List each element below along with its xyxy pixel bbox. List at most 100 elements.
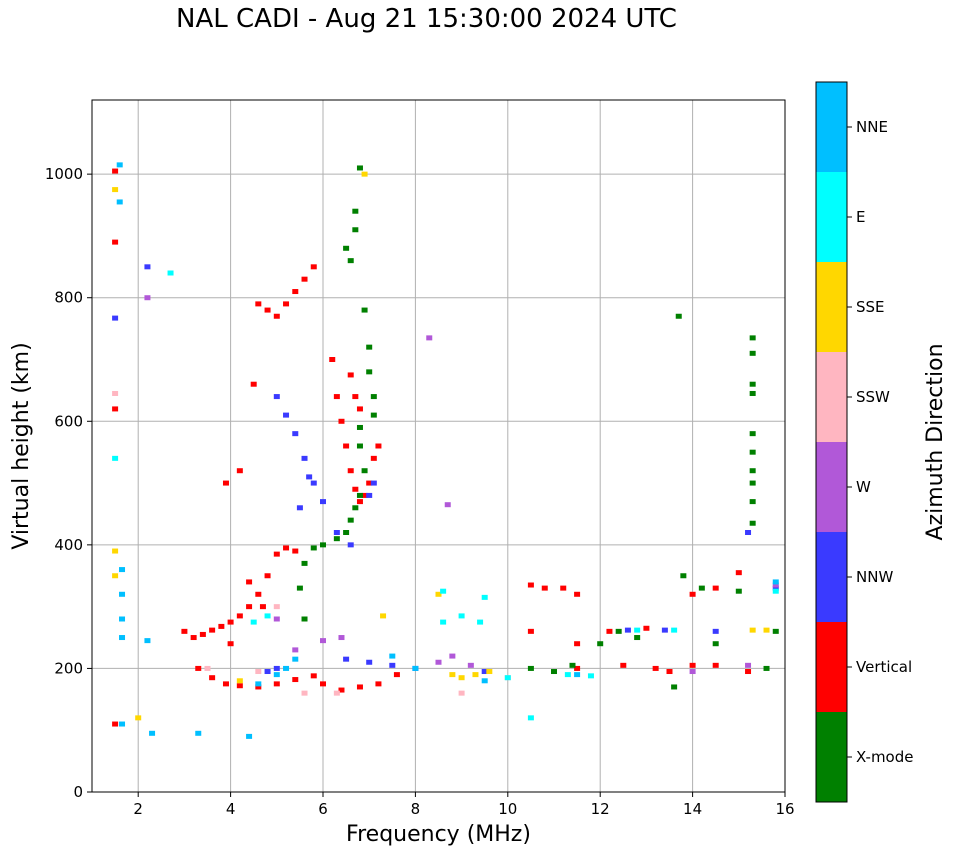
colorbar-category-label: NNW [856,568,893,586]
echo-points [112,162,779,739]
echo-point-vertical-55 [606,628,613,634]
y-tick-label: 1000 [45,165,83,183]
echo-point-vertical-15 [222,681,229,687]
echo-point-nnw-0 [273,394,280,400]
y-tick-label: 200 [54,659,83,677]
echo-point-sse-2 [472,672,479,678]
echo-point-vertical-72 [227,641,234,647]
echo-point-x-mode-4 [347,258,354,264]
x-axis-label: Frequency (MHz) [346,822,531,847]
colorbar-frame [815,81,848,803]
echo-point-vertical-33 [329,357,336,362]
echo-point-x-mode-30 [680,573,687,579]
echo-point-x-mode-8 [370,394,377,400]
echo-point-ssw-4 [273,604,280,610]
echo-point-x-mode-34 [749,350,756,356]
y-tick-label: 400 [54,536,83,554]
echo-point-x-mode-38 [749,449,756,455]
x-tick-label: 10 [498,800,517,818]
echo-point-vertical-7 [246,604,253,610]
echo-point-e-11 [250,619,257,625]
echo-point-vertical-20 [310,673,317,679]
colorbar-category-label: X-mode [856,748,913,766]
echo-point-x-mode-42 [749,520,756,526]
echo-point-vertical-0 [181,628,188,634]
echo-point-w-7 [292,647,299,653]
echo-point-vertical-16 [236,683,243,689]
echo-point-nnw-24 [624,627,631,633]
colorbar-swatch-vertical [816,622,847,712]
echo-point-vertical-5 [227,619,234,625]
echo-point-x-mode-29 [675,313,682,319]
echo-point-sse-3 [486,669,493,675]
echo-point-nnw-16 [389,662,396,668]
echo-point-vertical-58 [712,585,719,591]
echo-point-e-15 [772,588,779,594]
echo-point-nnw-25 [661,627,668,633]
echo-point-x-mode-7 [366,369,373,375]
echo-point-nnw-3 [301,455,308,461]
echo-point-nne-13 [255,681,262,687]
echo-point-nnw-4 [310,480,317,486]
echo-point-w-8 [273,616,280,622]
colorbar-swatch-nnw [816,532,847,622]
echo-point-vertical-18 [273,681,280,687]
echo-point-vertical-43 [375,443,382,449]
plot-frame [91,99,786,793]
echo-point-sse-7 [112,573,119,579]
echo-point-x-mode-19 [310,545,317,551]
echo-point-vertical-57 [689,591,696,597]
echo-point-sse-13 [361,171,368,177]
echo-point-nne-8 [195,730,202,736]
echo-point-sse-4 [435,591,442,597]
echo-point-vertical-34 [333,394,340,400]
echo-point-x-mode-39 [749,468,756,474]
echo-point-w-1 [449,653,456,659]
echo-point-nne-6 [116,199,123,205]
echo-point-vertical-19 [292,677,299,683]
echo-point-vertical-14 [209,675,216,681]
echo-point-nne-1 [119,591,126,597]
echo-point-x-mode-40 [749,480,756,486]
echo-point-vertical-32 [255,301,262,307]
x-tick-label: 8 [411,800,421,818]
echo-point-ssw-1 [301,690,308,696]
echo-point-nne-14 [389,653,396,659]
echo-point-nnw-13 [144,264,151,270]
echo-point-nnw-18 [273,665,280,671]
colorbar-category-label: SSW [856,388,890,406]
echo-point-nne-19 [144,638,151,644]
echo-point-vertical-24 [375,681,382,687]
echo-point-nne-17 [574,672,581,678]
echo-point-x-mode-46 [712,641,719,647]
echo-point-nne-11 [283,665,290,671]
echo-point-nne-7 [149,730,156,736]
echo-point-x-mode-27 [634,635,641,641]
echo-point-vertical-74 [259,604,266,610]
colorbar-swatch-sse [816,262,847,352]
echo-point-e-5 [504,675,511,681]
echo-point-vertical-23 [356,684,363,690]
echo-point-x-mode-18 [320,542,326,548]
echo-point-vertical-35 [338,418,345,424]
echo-point-vertical-70 [112,406,119,412]
x-tick-label: 6 [318,800,328,818]
echo-point-vertical-73 [246,579,253,585]
echo-point-w-12 [144,295,151,301]
y-tick-label: 0 [73,783,83,801]
echo-point-w-6 [320,638,326,644]
echo-point-e-9 [634,627,641,633]
echo-point-vertical-65 [689,662,696,668]
y-axis-ticks: 0 200 400 600 800 1000 [45,165,92,801]
echo-point-x-mode-14 [352,505,359,511]
echo-point-nnw-21 [712,628,719,634]
echo-point-sse-1 [458,675,465,681]
echo-point-sse-6 [763,627,770,633]
echo-point-vertical-29 [292,289,299,295]
echo-point-e-10 [671,627,678,633]
echo-point-vertical-68 [112,168,119,174]
echo-point-w-3 [444,502,451,508]
echo-point-vertical-51 [527,582,534,588]
echo-point-nnw-20 [481,669,488,675]
